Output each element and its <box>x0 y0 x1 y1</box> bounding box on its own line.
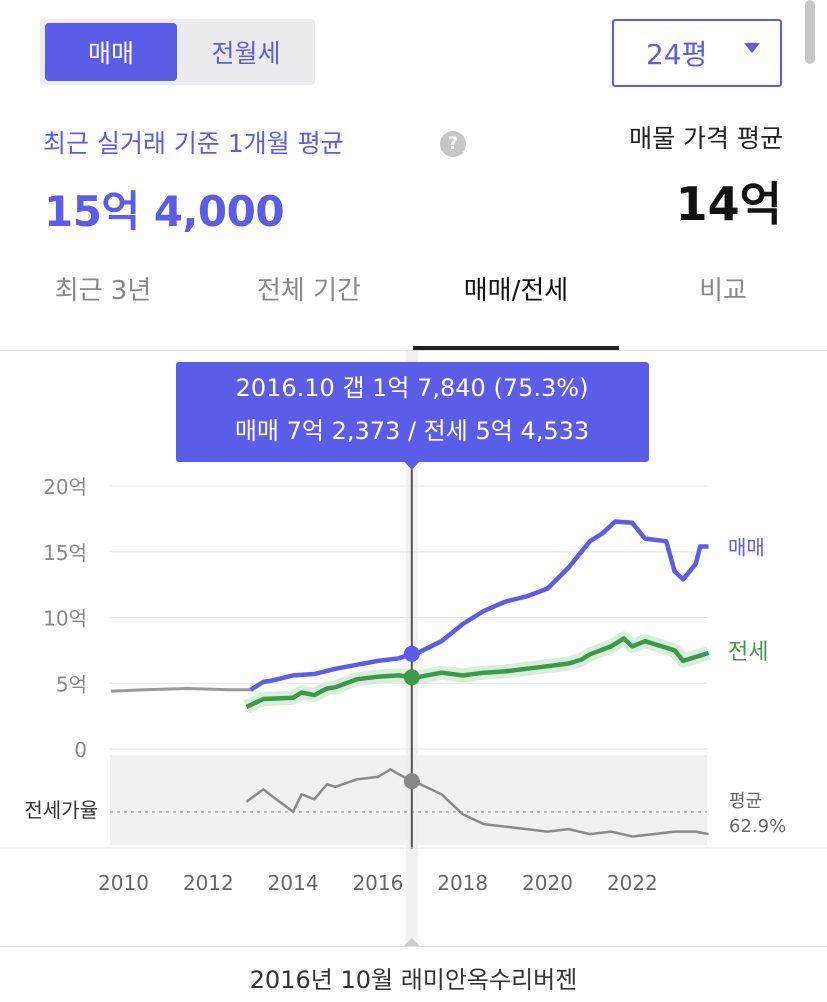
x-tick-label: 2020 <box>522 871 573 895</box>
selection-pointer <box>403 938 420 946</box>
sale-toggle-button[interactable]: 매매 <box>45 23 177 81</box>
ratio-line <box>245 767 709 838</box>
scrollbar-thumb[interactable] <box>805 0 815 64</box>
y-tick-label: 15억 <box>43 541 87 565</box>
size-select-value: 24평 <box>646 38 708 71</box>
y-tick-label: 0 <box>74 738 87 762</box>
ratio-average-label: 평균 <box>729 791 762 812</box>
tooltip-box <box>176 362 649 462</box>
x-tick-label: 2012 <box>183 871 234 895</box>
ratio-selected-marker <box>403 773 420 790</box>
tab-divider <box>0 350 827 351</box>
sale-selected-marker <box>403 645 420 662</box>
tab-recent-3y[interactable]: 최근 3년 <box>54 276 152 306</box>
y-tick-label: 10억 <box>43 607 87 631</box>
tab-sale-jeonse[interactable]: 매매/전세 <box>463 276 569 306</box>
size-select[interactable]: 24평 <box>612 19 782 87</box>
jeonse-selected-marker <box>403 669 420 686</box>
sale-line <box>249 519 709 692</box>
recent-average-label: 최근 실거래 기준 1개월 평균 <box>43 129 344 158</box>
tooltip-line-1: 2016.10 갭 1억 7,840 (75.3%) <box>236 374 589 402</box>
y-tick-label: 20억 <box>43 475 87 499</box>
x-tick-label: 2014 <box>268 871 319 895</box>
tab-all-period[interactable]: 전체 기간 <box>257 276 361 306</box>
jeonse-line <box>245 636 710 709</box>
listing-average-price: 14억 <box>675 177 782 231</box>
active-tab-indicator <box>413 346 619 350</box>
ratio-label: 전세가율 <box>24 798 98 822</box>
footer-divider <box>0 946 827 947</box>
jeonse-series-label: 전세 <box>728 640 768 665</box>
sale-series-label: 매매 <box>728 535 765 559</box>
tooltip-line-2: 매매 7억 2,373 / 전세 5억 4,533 <box>235 417 589 445</box>
rent-toggle-button[interactable]: 전월세 <box>211 39 281 68</box>
x-tick-label: 2022 <box>607 871 658 895</box>
sale-early-line <box>110 686 251 693</box>
x-tick-label: 2018 <box>437 871 488 895</box>
listing-average-label: 매물 가격 평균 <box>629 124 783 153</box>
tooltip-pointer <box>403 461 420 470</box>
deal-type-toggle: 매매 전월세 <box>40 19 315 85</box>
ratio-average-value: 62.9% <box>729 816 786 837</box>
selected-complex-label: 2016년 10월 래미안옥수리버젠 <box>249 966 578 994</box>
question-circle-icon[interactable]: ? <box>440 131 466 157</box>
period-tabs: 최근 3년 전체 기간 매매/전세 비교 <box>0 270 827 352</box>
tab-compare[interactable]: 비교 <box>699 276 747 306</box>
x-tick-label: 2016 <box>352 871 403 895</box>
x-tick-label: 2010 <box>98 871 149 895</box>
y-tick-label: 5억 <box>56 672 87 696</box>
caret-down-icon <box>744 43 760 53</box>
recent-average-price: 15억 4,000 <box>44 187 285 236</box>
